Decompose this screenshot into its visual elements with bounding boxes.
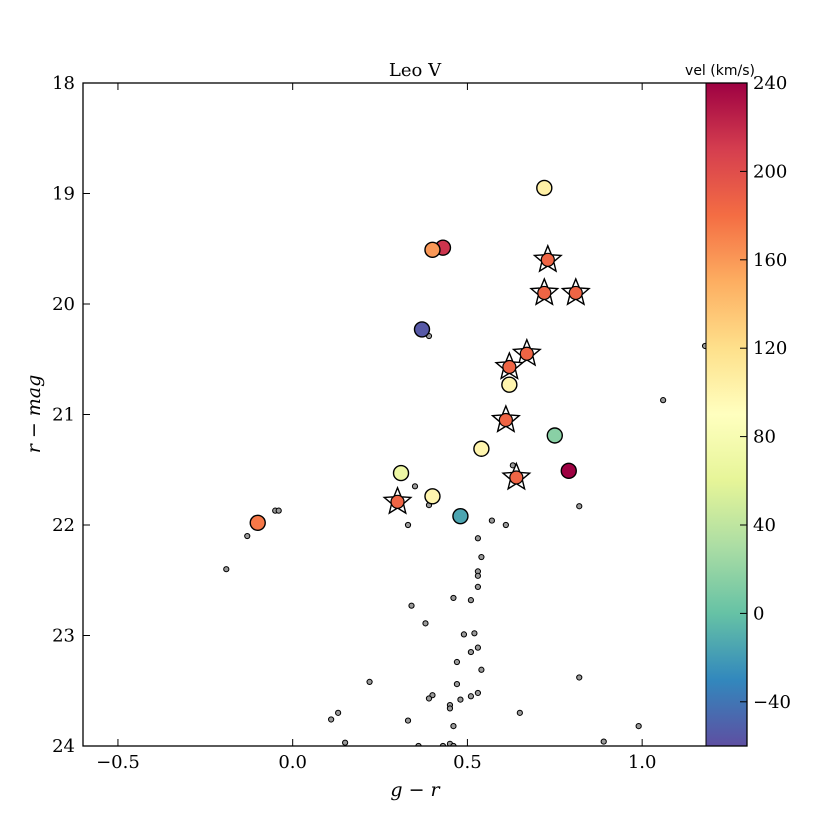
small-star-point [422, 620, 429, 627]
small-star-point [474, 572, 482, 579]
small-star-point [471, 630, 478, 637]
small-star-point [474, 535, 482, 542]
colorbar-gradient [706, 83, 747, 746]
small-star-point [576, 503, 583, 510]
small-star-point [425, 695, 433, 702]
small-star-point [474, 644, 482, 651]
colorbar-tick-label: 80 [753, 427, 776, 448]
member-star-point [490, 404, 521, 433]
member-star-point [501, 461, 532, 491]
small-star-point [223, 566, 230, 573]
colorbar-tick-label: 0 [753, 603, 764, 624]
chart-title: Leo V [389, 60, 442, 81]
y-tick-label: 23 [52, 626, 75, 647]
small-star-point [467, 597, 475, 604]
member-circle-point [473, 440, 490, 457]
small-star-point [366, 678, 373, 686]
colorbar-label: vel (km/s) [685, 63, 755, 79]
x-axis-label: g − r [390, 779, 441, 801]
small-star-point [450, 723, 457, 730]
x-axis-ticks: −0.5 0.0 0.5 1.0 [96, 83, 656, 773]
small-star-point [457, 696, 464, 703]
small-star-point [342, 739, 349, 746]
small-star-point [488, 517, 495, 524]
plot-frame [83, 83, 747, 746]
y-tick-label: 19 [52, 184, 75, 205]
member-circle-point [452, 507, 469, 525]
y-tick-label: 24 [52, 736, 75, 757]
member-star-point [532, 243, 563, 273]
y-tick-label: 20 [52, 294, 75, 315]
member-circle-point [424, 488, 441, 505]
x-tick-label: 1.0 [628, 752, 657, 773]
x-tick-label: 0.0 [278, 752, 307, 773]
small-star-point [467, 693, 475, 700]
small-star-point [474, 583, 482, 590]
member-circle-point [501, 376, 518, 393]
small-star-point [328, 716, 335, 723]
member-star-point [382, 485, 413, 515]
small-star-point [660, 397, 667, 404]
small-star-point [701, 342, 706, 350]
member-circle-point [424, 241, 441, 259]
colorbar-tick-label: 120 [753, 338, 787, 359]
small-star-point [576, 674, 583, 681]
small-star-point [446, 705, 454, 712]
small-star-point [453, 681, 461, 688]
small-star-point [478, 553, 485, 561]
marks-layer [223, 179, 706, 746]
small-star-point [635, 723, 642, 730]
small-star-point [404, 717, 412, 724]
y-axis-label: r − mag [23, 375, 45, 454]
member-circle-point [413, 321, 431, 338]
member-circle-point [392, 464, 410, 482]
y-tick-label: 21 [52, 405, 75, 426]
colorbar-tick-label: −40 [753, 692, 791, 713]
member-star-point [560, 277, 591, 306]
small-star-point [502, 521, 509, 529]
member-star-point [494, 351, 525, 380]
small-star-point [516, 709, 523, 716]
member-circle-point [546, 427, 563, 444]
small-star-point [275, 507, 282, 514]
member-circle-point [536, 179, 553, 197]
member-circle-point [560, 462, 577, 480]
y-tick-label: 22 [52, 515, 75, 536]
small-star-point [411, 483, 419, 490]
small-star-point [450, 594, 457, 602]
colorbar-tick-label: 40 [753, 515, 776, 536]
small-star-point [600, 738, 607, 745]
small-star-point [335, 709, 342, 716]
member-star-point [529, 277, 560, 306]
small-star-point [408, 602, 415, 609]
colorbar-tick-label: 240 [753, 73, 787, 94]
small-star-point [453, 658, 461, 666]
colorbar-ticks: −40 0 40 80 120 160 200 240 [740, 73, 791, 713]
small-star-point [460, 631, 468, 638]
small-star-point [474, 689, 482, 697]
plot-axes-frame [82, 82, 748, 747]
y-tick-label: 18 [52, 73, 75, 94]
member-star-point [511, 337, 542, 367]
member-circle-point [249, 514, 266, 531]
small-star-point [404, 521, 412, 529]
colorbar-tick-label: 200 [753, 161, 787, 182]
small-star-point [467, 648, 475, 656]
x-tick-label: 0.5 [453, 752, 482, 773]
colorbar-tick-label: 160 [753, 250, 787, 271]
small-star-point [244, 532, 251, 540]
y-axis-ticks: 18 19 20 21 22 23 24 [52, 73, 90, 757]
small-star-point [478, 666, 485, 673]
x-tick-label: −0.5 [96, 752, 140, 773]
